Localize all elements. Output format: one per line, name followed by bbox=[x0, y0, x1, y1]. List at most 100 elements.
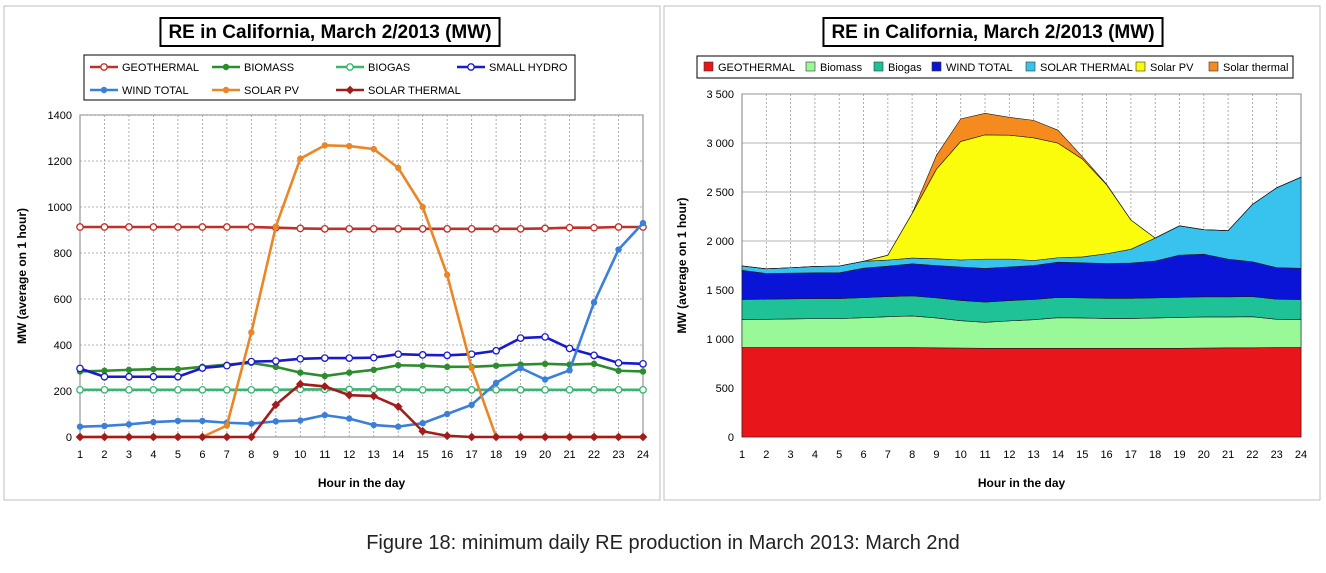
point-geothermal bbox=[247, 223, 256, 231]
x-tick-label: 9 bbox=[933, 449, 939, 461]
point-geothermal bbox=[590, 223, 598, 232]
legend-swatch bbox=[1208, 61, 1219, 72]
y-tick-label: 1400 bbox=[48, 110, 72, 122]
point-geothermal bbox=[418, 225, 427, 233]
point-biomass bbox=[419, 362, 426, 369]
legend-box bbox=[696, 55, 1294, 79]
legend: GEOTHERMAL Biomass Biogas WIND TOTAL SOLAR T… bbox=[696, 55, 1294, 79]
x-tick-label: 20 bbox=[1198, 449, 1210, 461]
point-small-hydro bbox=[565, 344, 574, 353]
y-tick-label: 2 000 bbox=[706, 236, 734, 248]
point-small-hydro bbox=[271, 357, 280, 365]
point-solar-thermal bbox=[369, 391, 379, 401]
point-solar-pv bbox=[248, 329, 255, 336]
point-solar-pv bbox=[272, 223, 280, 230]
point-wind-total bbox=[76, 423, 84, 430]
point-solar-thermal bbox=[100, 432, 109, 442]
point-solar-thermal bbox=[614, 432, 623, 442]
legend-item-wind-total: WIND TOTAL bbox=[931, 61, 1013, 74]
point-biogas bbox=[125, 385, 133, 394]
x-tick-label: 2 bbox=[101, 449, 107, 461]
point-small-hydro bbox=[516, 334, 525, 342]
y-tick-label: 600 bbox=[54, 294, 72, 306]
x-tick-label: 15 bbox=[417, 449, 429, 461]
point-geothermal bbox=[345, 225, 354, 233]
point-biogas bbox=[76, 385, 84, 394]
legend-label: Biogas bbox=[888, 62, 922, 74]
point-biogas bbox=[443, 385, 452, 394]
point-wind-total bbox=[297, 417, 304, 424]
point-small-hydro bbox=[614, 359, 623, 367]
legend-item-biomass: BIOMASS bbox=[212, 62, 294, 74]
x-tick-label: 4 bbox=[150, 449, 156, 461]
x-tick-label: 14 bbox=[392, 449, 404, 461]
x-tick-label: 18 bbox=[490, 449, 502, 461]
point-small-hydro bbox=[76, 364, 84, 373]
point-solar-thermal bbox=[589, 432, 599, 442]
x-tick-label: 4 bbox=[812, 449, 818, 461]
x-tick-label: 10 bbox=[294, 449, 306, 461]
point-geothermal bbox=[516, 225, 525, 233]
point-biogas bbox=[418, 385, 427, 394]
point-solar-pv bbox=[223, 422, 231, 429]
x-tick-label: 23 bbox=[1271, 449, 1283, 461]
point-geothermal bbox=[614, 223, 623, 231]
point-wind-total bbox=[541, 376, 549, 383]
legend-label: WIND TOTAL bbox=[122, 85, 189, 97]
area-biomass bbox=[741, 315, 1302, 349]
point-geothermal bbox=[443, 225, 452, 233]
legend-swatch bbox=[931, 61, 942, 72]
y-tick-label: 3 500 bbox=[706, 89, 734, 101]
legend-label: GEOTHERMAL bbox=[122, 62, 199, 74]
point-solar-thermal bbox=[491, 432, 501, 442]
legend-label: SOLAR PV bbox=[244, 85, 300, 97]
legend-swatch bbox=[805, 61, 816, 72]
point-solar-pv bbox=[395, 164, 402, 172]
x-tick-label: 3 bbox=[788, 449, 794, 461]
point-biomass bbox=[370, 366, 377, 374]
point-wind-total bbox=[199, 417, 206, 425]
point-small-hydro bbox=[492, 346, 500, 355]
point-small-hydro bbox=[223, 361, 231, 370]
point-wind-total bbox=[566, 367, 573, 374]
x-tick-label: 23 bbox=[612, 449, 624, 461]
point-biogas bbox=[541, 385, 549, 394]
point-wind-total bbox=[150, 418, 157, 426]
point-biogas bbox=[369, 385, 378, 394]
point-small-hydro bbox=[541, 333, 549, 341]
point-biomass bbox=[443, 363, 451, 371]
point-biomass bbox=[639, 368, 647, 375]
point-biogas bbox=[639, 385, 647, 394]
x-tick-label: 14 bbox=[1052, 449, 1064, 461]
area-geothermal bbox=[741, 347, 1302, 438]
point-solar-pv bbox=[297, 155, 304, 162]
point-solar-thermal bbox=[124, 432, 134, 442]
chart-title: RE in California, March 2/2013 (MW) bbox=[168, 22, 491, 43]
point-biomass bbox=[346, 369, 353, 376]
y-tick-label: 0 bbox=[66, 432, 72, 444]
x-tick-label: 12 bbox=[1003, 449, 1015, 461]
point-wind-total bbox=[590, 299, 598, 306]
point-solar-thermal bbox=[418, 426, 428, 436]
point-wind-total bbox=[639, 219, 647, 227]
point-solar-pv bbox=[370, 145, 377, 153]
point-wind-total bbox=[346, 415, 353, 422]
point-wind-total bbox=[468, 401, 475, 408]
point-biomass bbox=[150, 365, 157, 373]
point-solar-thermal bbox=[442, 431, 452, 441]
point-geothermal bbox=[223, 223, 231, 231]
x-tick-label: 18 bbox=[1149, 449, 1161, 461]
y-axis-label: MW (average on 1 hour) bbox=[675, 197, 689, 333]
point-solar-thermal bbox=[173, 432, 183, 442]
legend-item-biogas: BIOGAS bbox=[336, 62, 410, 74]
chart-title: RE in California, March 2/2013 (MW) bbox=[831, 22, 1154, 43]
legend-label: BIOMASS bbox=[244, 62, 294, 74]
point-geothermal bbox=[125, 223, 133, 231]
point-solar-thermal bbox=[295, 379, 305, 389]
x-tick-label: 21 bbox=[1222, 449, 1234, 461]
point-biogas bbox=[149, 385, 158, 394]
point-solar-thermal bbox=[565, 432, 574, 442]
series-solar-thermal bbox=[75, 379, 648, 442]
point-solar-pv bbox=[346, 142, 353, 150]
point-solar-thermal bbox=[222, 432, 232, 442]
